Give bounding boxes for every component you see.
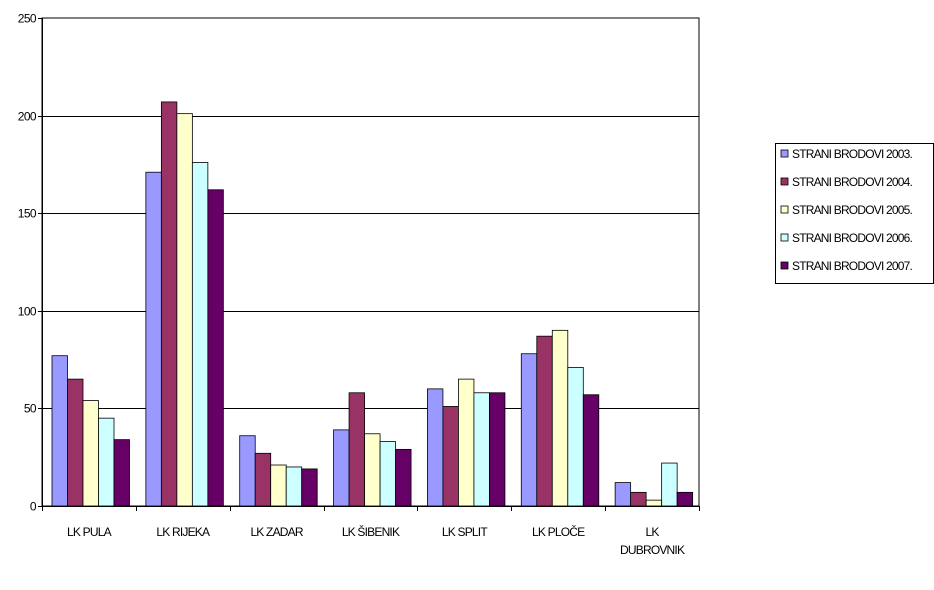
legend-label-3: STRANI BRODOVI 2005.: [792, 203, 913, 217]
y-axis-ticks: 0 50 100 150 200 250: [18, 12, 42, 514]
bar-1-7: [614, 482, 632, 507]
legend-swatch-4: [780, 233, 789, 242]
x-category-label: LK PLOČE: [532, 524, 585, 539]
y-tick-label: 50: [24, 402, 37, 416]
x-category-label: LK RIJEKA: [156, 525, 210, 539]
bar-3-5: [458, 378, 475, 507]
bar-3-6: [551, 329, 569, 507]
legend-swatch-1: [780, 149, 789, 158]
bar-1-2: [145, 171, 162, 507]
y-tick-label: 200: [18, 110, 37, 124]
bar-5-3: [301, 468, 318, 507]
bar-1-1: [51, 355, 68, 507]
legend-swatch-2: [780, 177, 789, 186]
bar-4-1: [98, 417, 115, 507]
bar-2-2: [160, 101, 178, 507]
bar-3-1: [82, 400, 99, 507]
bar-5-1: [113, 439, 130, 507]
bar-5-2: [207, 189, 224, 507]
legend-swatch-3: [780, 205, 789, 214]
bar-3-3: [270, 464, 287, 507]
axes: [42, 18, 700, 511]
bar-2-3: [254, 452, 272, 507]
x-category-label: LK: [646, 525, 660, 539]
legend: STRANI BRODOVI 2003. STRANI BRODOVI 2004.…: [775, 143, 934, 284]
bar-4-2: [191, 162, 209, 507]
x-category-label: LK ŠIBENIK: [342, 524, 400, 539]
bar-4-5: [473, 392, 490, 507]
legend-label-5: STRANI BRODOVI 2007.: [792, 259, 913, 273]
y-tick-label: 250: [18, 12, 37, 26]
x-category-label: LK ZADAR: [250, 525, 303, 539]
bar-3-7: [645, 499, 663, 507]
x-category-label: DUBROVNIK: [620, 543, 685, 557]
bar-2-1: [67, 378, 84, 507]
bar-1-5: [427, 388, 444, 507]
bar-4-7: [661, 462, 678, 507]
bar-1-3: [239, 435, 256, 507]
x-axis-category-labels: LK PULA LK RIJEKA LK ZADAR LK ŠIBENIK LK SPL…: [67, 524, 686, 557]
bar-3-4: [364, 433, 381, 507]
bar-4-6: [567, 367, 584, 507]
legend-label-1: STRANI BRODOVI 2003.: [792, 147, 913, 161]
bar-2-6: [536, 335, 553, 507]
y-tick-label: 150: [18, 207, 37, 221]
bar-5-4: [395, 448, 412, 507]
legend-label-2: STRANI BRODOVI 2004.: [792, 175, 913, 189]
x-category-label: LK SPLIT: [442, 525, 488, 539]
plot-area: [41, 17, 700, 507]
legend-label-4: STRANI BRODOVI 2006.: [792, 231, 913, 245]
bar-2-7: [630, 491, 647, 507]
bar-2-5: [442, 406, 459, 507]
bar-1-4: [333, 429, 350, 507]
bar-5-6: [582, 394, 600, 507]
bar-1-6: [520, 353, 538, 507]
bars: [51, 101, 694, 507]
bar-5-7: [676, 491, 694, 507]
bar-4-4: [379, 441, 396, 507]
bar-5-5: [489, 392, 506, 507]
legend-swatch-5: [780, 261, 789, 270]
y-tick-label: 100: [18, 305, 37, 319]
bar-4-3: [285, 466, 303, 507]
legend-box: [775, 143, 934, 284]
gridlines: [41, 17, 700, 507]
x-category-label: LK PULA: [67, 525, 112, 539]
bar-2-4: [348, 392, 365, 507]
bar-3-2: [176, 113, 193, 507]
y-tick-label: 0: [30, 500, 37, 514]
